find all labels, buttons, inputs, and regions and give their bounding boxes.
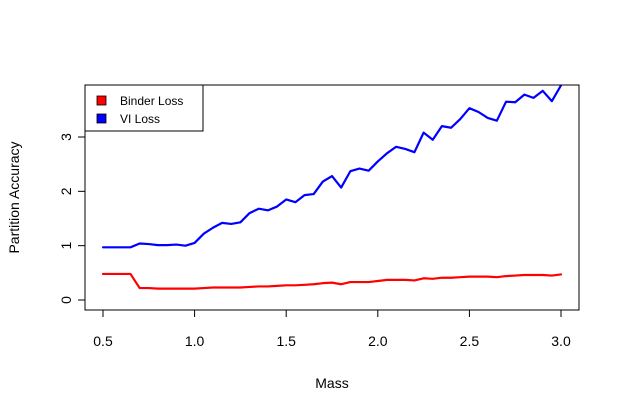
series-line-vi-loss xyxy=(101,85,563,249)
y-axis-title: Partition Accuracy xyxy=(6,141,22,253)
series-line-binder-loss xyxy=(101,272,563,290)
y-tick-label: 0 xyxy=(58,296,74,304)
legend-label-vi-loss: VI Loss xyxy=(120,112,160,126)
x-tick-label: 2.5 xyxy=(460,333,480,349)
x-tick-label: 1.5 xyxy=(276,333,296,349)
x-tick-label: 1.0 xyxy=(185,333,205,349)
legend-swatch-binder-loss xyxy=(96,95,107,106)
x-axis: 0.5 1.0 1.5 2.0 2.5 3.0 xyxy=(93,309,571,349)
legend-swatch-vi-loss xyxy=(96,113,107,124)
legend-label-binder-loss: Binder Loss xyxy=(120,94,183,108)
x-axis-title: Mass xyxy=(315,375,348,391)
x-tick-label: 3.0 xyxy=(551,333,571,349)
y-tick-label: 1 xyxy=(58,242,74,250)
y-tick-label: 3 xyxy=(58,133,74,141)
y-tick-label: 2 xyxy=(58,187,74,195)
x-tick-label: 0.5 xyxy=(93,333,113,349)
series-lines xyxy=(101,85,563,290)
x-tick-label: 2.0 xyxy=(368,333,388,349)
y-axis: 0 1 2 3 xyxy=(58,133,86,304)
legend: Binder Loss VI Loss xyxy=(84,84,204,132)
